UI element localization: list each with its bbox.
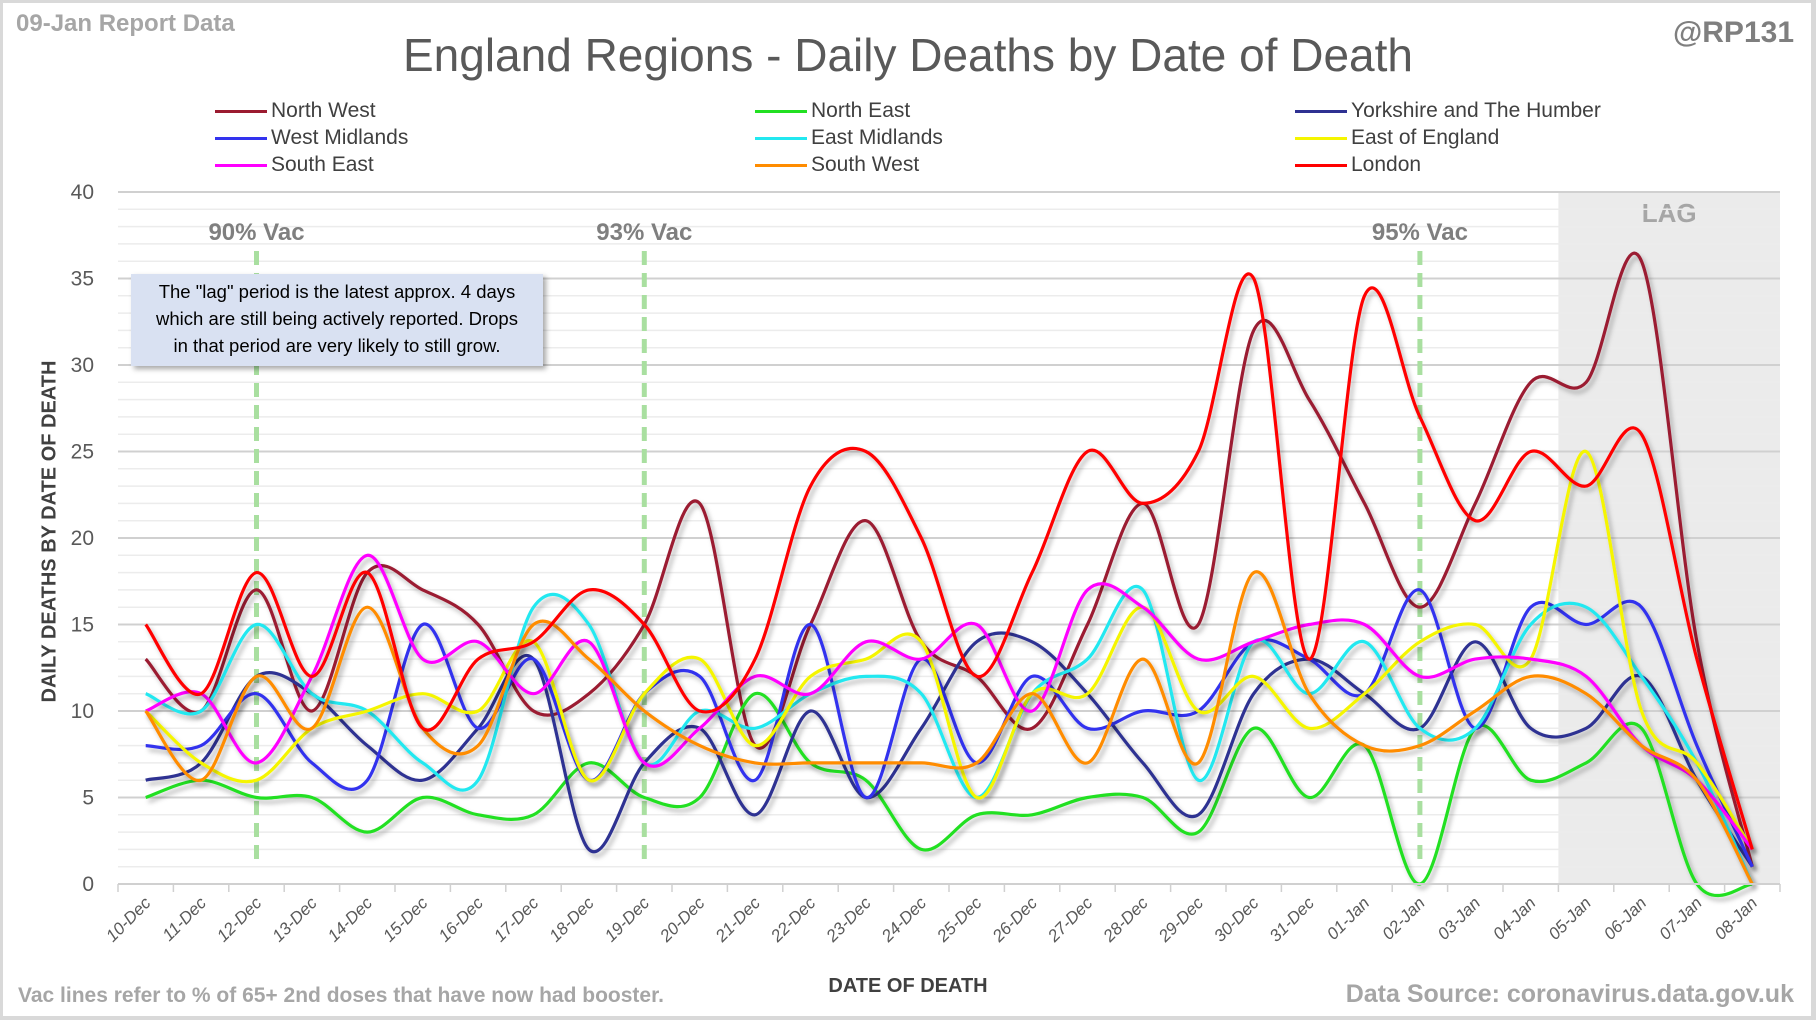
series-line-east-midlands <box>145 585 1754 885</box>
x-tick-label: 23-Dec <box>822 893 875 946</box>
author-handle: @RP131 <box>1673 16 1794 49</box>
x-tick-label: 13-Dec <box>269 893 322 946</box>
x-tick-label: 24-Dec <box>877 893 930 946</box>
annotation-line: The "lag" period is the latest approx. 4… <box>158 281 516 302</box>
series-line-yorkshire-and-the-humber <box>145 631 1754 868</box>
vac-label: 93% Vac <box>596 219 692 246</box>
series-line-south-east <box>145 553 1754 851</box>
chart-title: England Regions - Daily Deaths by Date o… <box>402 29 1413 81</box>
series-line-london <box>144 272 1754 850</box>
x-tick-label: 28-Dec <box>1099 893 1152 946</box>
x-tick-label: 14-Dec <box>324 893 377 946</box>
series-line-east-of-england <box>144 449 1754 851</box>
x-tick-label: 18-Dec <box>546 893 599 946</box>
legend-label: East of England <box>1351 126 1500 149</box>
report-date-label: 09-Jan Report Data <box>16 10 235 37</box>
y-tick-label: 20 <box>71 527 94 550</box>
legend-item: London <box>1295 152 1421 178</box>
data-source: Data Source: coronavirus.data.gov.uk <box>1345 980 1794 1008</box>
y-tick-label: 10 <box>71 700 94 723</box>
series-line-north-west <box>144 251 1754 868</box>
legend-item: North East <box>755 98 910 124</box>
x-tick-label: 19-Dec <box>601 893 654 946</box>
x-tick-label: 27-Dec <box>1043 893 1096 946</box>
legend-label: North West <box>271 99 376 122</box>
x-tick-label: 17-Dec <box>490 893 543 946</box>
x-tick-label: 05-Jan <box>1545 893 1595 943</box>
y-tick-label: 40 <box>71 181 94 204</box>
legend-swatch <box>755 109 807 113</box>
x-tick-label: 08-Jan <box>1711 893 1761 943</box>
legend-label: South West <box>811 153 920 176</box>
legend-label: South East <box>271 153 374 176</box>
y-axis-title: DAILY DEATHS BY DATE OF DEATH <box>38 360 61 703</box>
x-tick-label: 31-Dec <box>1266 893 1319 946</box>
legend-label: London <box>1351 153 1422 176</box>
legend-swatch <box>1295 136 1347 140</box>
x-tick-label: 15-Dec <box>379 893 432 946</box>
legend-item: East of England <box>1295 125 1499 151</box>
x-tick-label: 03-Jan <box>1434 893 1484 943</box>
lag-label: LAG <box>1642 198 1697 228</box>
x-tick-label: 06-Jan <box>1600 893 1650 943</box>
legend-label: North East <box>811 99 911 122</box>
legend-label: Yorkshire and The Humber <box>1351 99 1601 122</box>
x-tick-label: 22-Dec <box>766 893 819 946</box>
x-tick-label: 30-Dec <box>1210 893 1263 946</box>
y-tick-label: 15 <box>71 614 94 637</box>
x-tick-label: 04-Jan <box>1489 893 1539 943</box>
legend: North West North East Yorkshire and The Hu… <box>0 98 1816 178</box>
legend-item: North West <box>215 98 376 124</box>
x-tick-label: 20-Dec <box>656 893 709 946</box>
footer-note: Vac lines refer to % of 65+ 2nd doses th… <box>18 984 664 1007</box>
x-tick-label: 26-Dec <box>988 893 1041 946</box>
legend-swatch <box>755 163 807 167</box>
legend-item: West Midlands <box>215 125 408 151</box>
y-tick-label: 5 <box>82 787 94 810</box>
x-tick-label: 11-Dec <box>159 893 211 945</box>
y-tick-label: 0 <box>82 873 94 896</box>
legend-item: Yorkshire and The Humber <box>1295 98 1601 124</box>
x-tick-label: 07-Jan <box>1656 893 1706 943</box>
legend-swatch <box>755 136 807 140</box>
legend-label: West Midlands <box>271 126 409 149</box>
x-tick-label: 16-Dec <box>435 893 488 946</box>
x-tick-label: 12-Dec <box>213 893 266 946</box>
vac-label: 95% Vac <box>1372 219 1468 246</box>
lag-annotation-box: The "lag" period is the latest approx. 4… <box>131 274 543 366</box>
y-tick-label: 25 <box>71 441 94 464</box>
x-tick-label: 01-Jan <box>1323 893 1373 943</box>
legend-item: South West <box>755 152 919 178</box>
legend-swatch <box>215 109 267 113</box>
series-line-north-east <box>145 692 1753 898</box>
x-axis-title: DATE OF DEATH <box>828 975 988 997</box>
series-line-south-west <box>144 570 1754 885</box>
x-tick-label: 21-Dec <box>711 893 764 946</box>
legend-swatch <box>215 163 267 167</box>
legend-item: East Midlands <box>755 125 943 151</box>
y-tick-label: 30 <box>71 354 94 377</box>
vac-label: 90% Vac <box>208 219 304 246</box>
y-tick-label: 35 <box>71 268 94 291</box>
x-tick-label: 29-Dec <box>1154 893 1207 946</box>
annotation-line: in that period are very likely to still … <box>173 335 501 356</box>
x-tick-label: 25-Dec <box>933 893 986 946</box>
legend-item: South East <box>215 152 374 178</box>
x-tick-label: 10-Dec <box>102 893 155 946</box>
annotation-line: which are still being actively reported.… <box>156 308 518 329</box>
legend-swatch <box>1295 109 1347 113</box>
legend-swatch <box>215 136 267 140</box>
legend-label: East Midlands <box>811 126 943 149</box>
legend-swatch <box>1295 163 1347 167</box>
x-tick-label: 02-Jan <box>1379 893 1429 943</box>
